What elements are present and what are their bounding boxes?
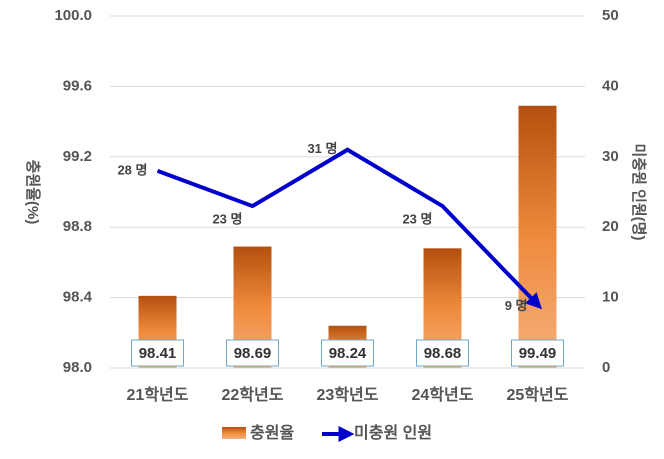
value-label: 98.68: [424, 345, 462, 362]
y2-tick-label: 0: [602, 359, 610, 376]
value-label: 98.69: [234, 345, 272, 362]
y-tick-label: 98.8: [63, 218, 92, 235]
value-label-box: [131, 339, 184, 367]
line-value-label: 23 명: [212, 212, 242, 227]
y2-tick-label: 50: [602, 7, 619, 24]
x-tick-label: 23학년도: [317, 385, 379, 404]
x-tick-label: 22학년도: [222, 385, 284, 404]
y-tick-label: 100.0: [54, 7, 92, 24]
y-tick-label: 99.6: [63, 77, 92, 94]
value-label-box: [321, 339, 374, 367]
value-label-box: [226, 339, 279, 367]
y2-tick-label: 20: [602, 218, 619, 235]
y2-axis-label: 미충원 인원(명): [630, 144, 648, 241]
y2-tick-label: 30: [602, 148, 619, 165]
x-tick-label: 24학년도: [412, 385, 474, 404]
y-tick-label: 99.2: [63, 148, 92, 165]
value-label-box: [416, 339, 469, 367]
y2-tick-label: 10: [602, 289, 619, 306]
line: [156, 147, 542, 310]
legend-swatch: [222, 427, 246, 439]
line-value-label: 31 명: [307, 141, 337, 156]
y2-tick-label: 40: [602, 77, 619, 94]
value-label: 98.24: [329, 345, 367, 362]
value-label: 99.49: [519, 345, 557, 362]
bar: [518, 105, 557, 368]
x-tick-label: 25학년도: [507, 385, 569, 404]
y-axis-label: 충원율(%): [24, 160, 41, 225]
line-value-label: 23 명: [402, 212, 432, 227]
legend-label: 미충원 인원: [354, 424, 432, 442]
line-value-label: 9 명: [505, 298, 528, 313]
value-label-box: [511, 339, 564, 367]
legend-label: 충원율: [250, 424, 294, 442]
x-tick-label: 21학년도: [127, 385, 189, 404]
y-tick-label: 98.0: [63, 359, 92, 376]
value-label: 98.41: [139, 345, 177, 362]
line-value-label: 28 명: [117, 162, 147, 177]
y-tick-label: 98.4: [63, 289, 93, 306]
